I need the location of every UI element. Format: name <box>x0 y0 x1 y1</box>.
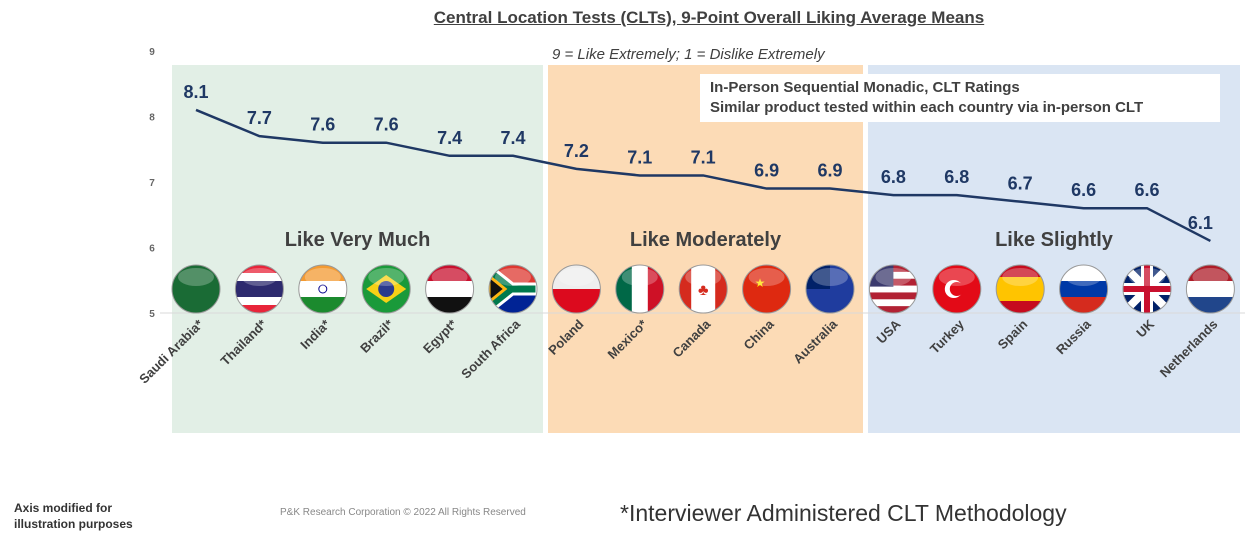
footnote: *Interviewer Administered CLT Methodolog… <box>620 500 1067 526</box>
annotation-line: In-Person Sequential Monadic, CLT Rating… <box>710 79 1020 96</box>
region-label: Like Moderately <box>630 229 782 251</box>
flag-outline <box>742 264 792 314</box>
flag-outline <box>425 264 475 314</box>
data-label: 6.8 <box>944 167 969 187</box>
flag-icon <box>1123 265 1171 313</box>
data-label: 7.6 <box>310 115 335 135</box>
y-tick-label: 5 <box>149 309 155 320</box>
flag-icon <box>235 265 284 313</box>
data-label: 6.6 <box>1071 180 1096 200</box>
y-tick-label: 8 <box>149 113 155 124</box>
flag-icon <box>1186 265 1235 313</box>
annotation-box: In-Person Sequential Monadic, CLT Rating… <box>700 74 1220 122</box>
axis-note-line: Axis modified for <box>14 501 113 515</box>
region-band <box>868 65 1240 433</box>
flag-outline <box>678 264 728 314</box>
data-label: 7.4 <box>437 128 462 148</box>
y-tick-label: 9 <box>149 47 155 58</box>
data-label: 6.8 <box>881 167 906 187</box>
data-label: 7.7 <box>247 108 272 128</box>
chart-subtitle: 9 = Like Extremely; 1 = Dislike Extremel… <box>552 46 825 63</box>
region-band <box>548 65 863 433</box>
flag-outline <box>1122 264 1172 314</box>
flag-outline <box>868 264 918 314</box>
flag-outline <box>171 264 221 314</box>
chart-title: Central Location Tests (CLTs), 9-Point O… <box>433 8 985 27</box>
flag-outline <box>361 264 411 314</box>
flag-outline <box>234 264 284 314</box>
flag-icon <box>869 265 918 313</box>
region-label: Like Very Much <box>285 229 431 251</box>
flag-outline <box>615 264 665 314</box>
data-label: 6.7 <box>1008 174 1033 194</box>
axis-note-line: illustration purposes <box>14 517 133 531</box>
data-label: 6.9 <box>817 161 842 181</box>
flag-icon <box>172 265 220 313</box>
flag-outline <box>488 264 538 314</box>
y-tick-label: 6 <box>149 244 155 255</box>
data-label: 6.6 <box>1134 180 1159 200</box>
flag-outline <box>932 264 982 314</box>
data-label: 7.2 <box>564 141 589 161</box>
flag-outline <box>805 264 855 314</box>
flag-outline <box>1059 264 1109 314</box>
data-label: 6.9 <box>754 161 779 181</box>
flag-outline <box>298 264 348 314</box>
flag-icon <box>615 265 664 313</box>
flag-outline <box>995 264 1045 314</box>
flag-icon <box>362 265 411 313</box>
flag-icon <box>298 265 347 313</box>
flag-outline <box>551 264 601 314</box>
data-label: 7.1 <box>627 147 652 167</box>
data-label: 8.1 <box>183 82 208 102</box>
flag-icon <box>932 265 981 313</box>
region-label: Like Slightly <box>995 229 1114 251</box>
flag-icon: ★ <box>742 265 791 313</box>
axis-note: Axis modified for illustration purposes <box>14 500 133 532</box>
flag-icon <box>425 265 474 313</box>
svg-text:★: ★ <box>755 276 766 290</box>
annotation-line: Similar product tested within each count… <box>710 99 1144 116</box>
data-label: 7.6 <box>374 115 399 135</box>
data-label: 7.4 <box>500 128 525 148</box>
svg-text:♣: ♣ <box>698 282 709 299</box>
data-label: 6.1 <box>1188 213 1213 233</box>
y-tick-label: 7 <box>149 178 155 189</box>
flag-icon <box>1059 265 1108 313</box>
copyright: P&K Research Corporation © 2022 All Righ… <box>280 507 526 518</box>
series-line <box>195 108 1211 243</box>
data-label: 7.1 <box>691 147 716 167</box>
flag-outline <box>1185 264 1235 314</box>
